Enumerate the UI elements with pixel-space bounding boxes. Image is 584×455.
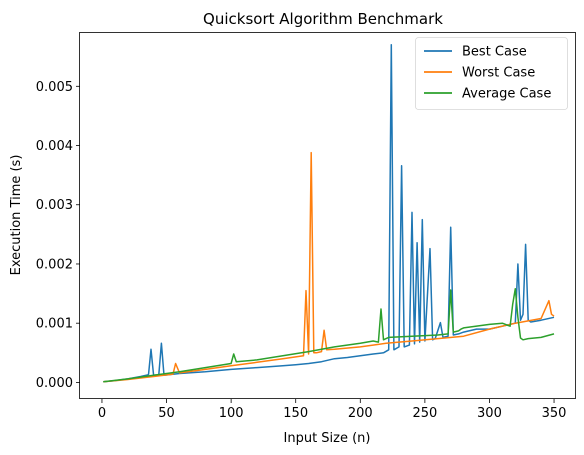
x-tick-label: 350 bbox=[542, 406, 567, 421]
series-line-average-case bbox=[103, 288, 555, 383]
x-tick-label: 100 bbox=[219, 406, 244, 421]
y-axis-label: Execution Time (s) bbox=[9, 155, 24, 276]
x-tick-label: 200 bbox=[348, 406, 373, 421]
legend-label: Average Case bbox=[462, 87, 551, 102]
y-tick-label: 0.004 bbox=[36, 139, 73, 154]
x-tick-label: 150 bbox=[283, 406, 308, 421]
x-tick-label: 250 bbox=[412, 406, 437, 421]
y-tick-label: 0.003 bbox=[36, 198, 73, 213]
legend-label: Best Case bbox=[462, 45, 527, 60]
x-axis-ticks: 0 50 100 150 200 250 300 350 bbox=[98, 399, 567, 421]
series-layer bbox=[103, 44, 555, 383]
legend: Best Case Worst Case Average Case bbox=[415, 37, 568, 110]
y-tick-label: 0.002 bbox=[36, 257, 73, 272]
x-axis-label: Input Size (n) bbox=[284, 431, 371, 446]
chart-title: Quicksort Algorithm Benchmark bbox=[203, 10, 443, 28]
x-tick-label: 0 bbox=[98, 406, 106, 421]
x-tick-label: 300 bbox=[477, 406, 502, 421]
legend-box bbox=[415, 37, 568, 110]
y-tick-label: 0.000 bbox=[36, 376, 73, 391]
y-tick-label: 0.001 bbox=[36, 317, 73, 332]
y-tick-label: 0.005 bbox=[36, 80, 73, 95]
y-axis-ticks: 0.000 0.001 0.002 0.003 0.004 0.005 bbox=[36, 80, 80, 391]
legend-label: Worst Case bbox=[462, 66, 535, 81]
x-tick-label: 50 bbox=[158, 406, 175, 421]
legend-items: Best Case Worst Case Average Case bbox=[424, 45, 551, 102]
series-line-worst-case bbox=[103, 151, 555, 383]
plot-frame bbox=[79, 32, 576, 399]
